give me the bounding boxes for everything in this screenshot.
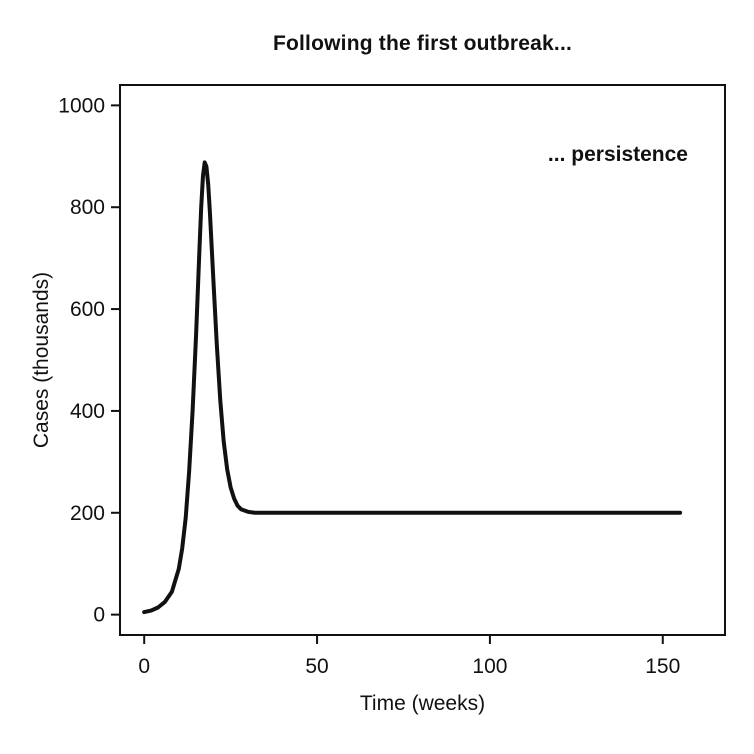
y-tick-label: 400 xyxy=(70,400,105,423)
x-axis-label: Time (weeks) xyxy=(359,692,486,715)
y-tick-label: 600 xyxy=(70,298,105,321)
x-tick-label: 100 xyxy=(472,655,507,678)
y-tick-label: 200 xyxy=(70,502,105,525)
persistence-annotation: ... persistence xyxy=(547,143,688,166)
series-line xyxy=(142,160,683,615)
y-tick-label: 0 xyxy=(93,604,105,627)
y-tick-label: 1000 xyxy=(58,94,105,117)
y-tick-label: 800 xyxy=(70,196,105,219)
x-tick-label: 0 xyxy=(138,655,150,678)
chart-title: Following the first outbreak... xyxy=(272,32,573,55)
plot-box xyxy=(119,84,726,636)
x-tick-label: 150 xyxy=(645,655,680,678)
x-tick-label: 50 xyxy=(305,655,328,678)
